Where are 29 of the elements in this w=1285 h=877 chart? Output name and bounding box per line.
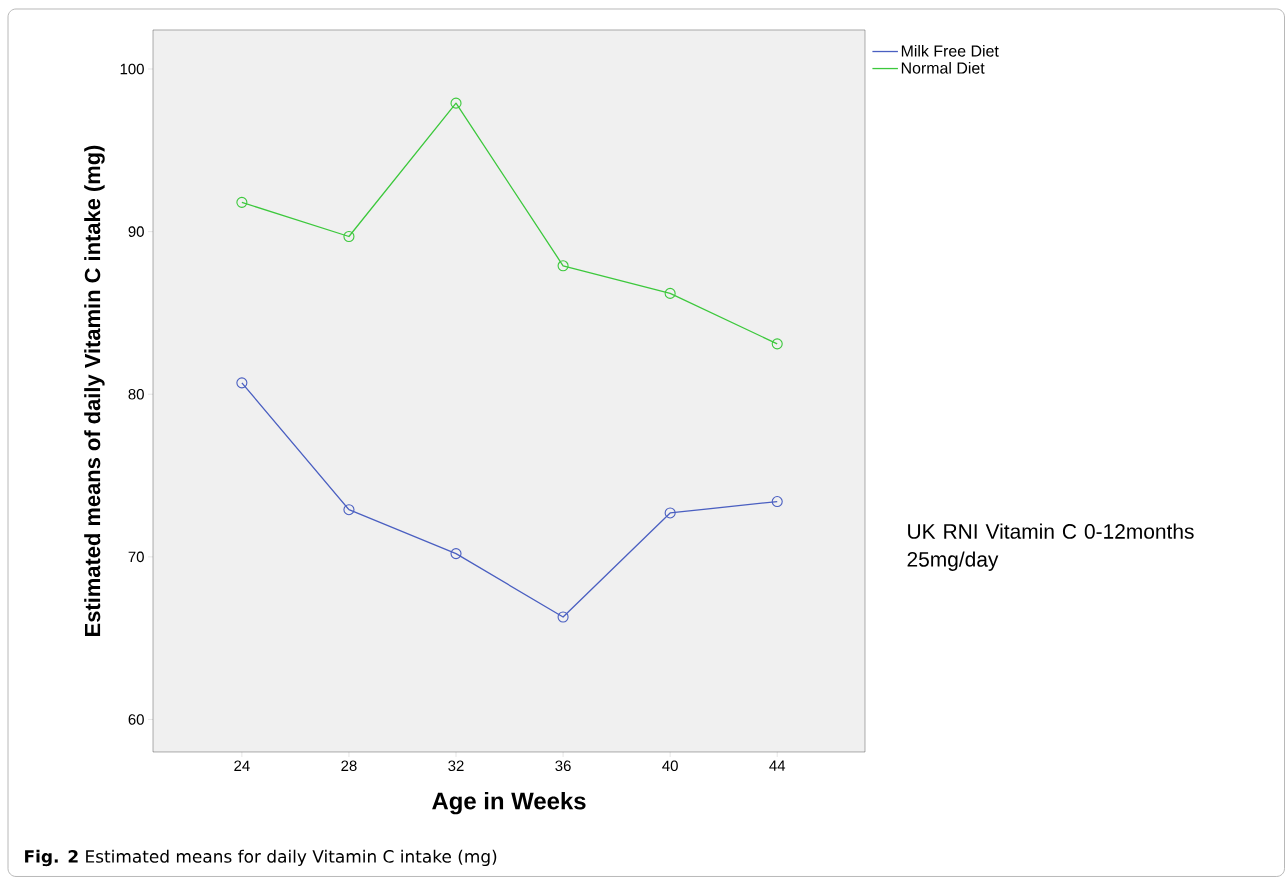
point bbox=[236, 377, 248, 389]
y-tick-label: 70 bbox=[128, 551, 144, 563]
x-tick-label: 28 bbox=[341, 760, 357, 772]
text: UK RNI Vitamin C 0-12months 25mg/day bbox=[907, 523, 1194, 571]
x-tick-label: 24 bbox=[234, 760, 250, 771]
point bbox=[450, 97, 462, 109]
point bbox=[343, 504, 355, 516]
point bbox=[557, 260, 569, 272]
point bbox=[236, 196, 248, 208]
x-tick-label: 32 bbox=[448, 760, 464, 772]
text: Fig. 2 Estimated means for daily Vitamin C intake (mg) bbox=[25, 849, 497, 867]
x-tick-label: 40 bbox=[662, 760, 678, 772]
point bbox=[664, 507, 676, 519]
x-tick-label: 44 bbox=[769, 760, 786, 771]
y-tick-label: 60 bbox=[128, 714, 144, 725]
y-tick-label: 100 bbox=[120, 63, 144, 75]
legend-label: Milk Free Diet bbox=[901, 45, 999, 57]
x-tick-label: 36 bbox=[555, 760, 571, 772]
point bbox=[771, 496, 783, 508]
point bbox=[664, 287, 676, 299]
point bbox=[450, 548, 462, 560]
y-axis-title: Estimated means of daily Vitamin C intake (mg) bbox=[84, 145, 105, 636]
point bbox=[557, 611, 569, 623]
y-tick-label: 90 bbox=[128, 226, 144, 237]
x-axis-title: Age in Weeks bbox=[432, 791, 586, 815]
y-tick-label: 80 bbox=[128, 388, 144, 400]
point bbox=[343, 230, 355, 243]
point bbox=[771, 338, 783, 350]
legend-label: Normal Diet bbox=[901, 62, 985, 74]
